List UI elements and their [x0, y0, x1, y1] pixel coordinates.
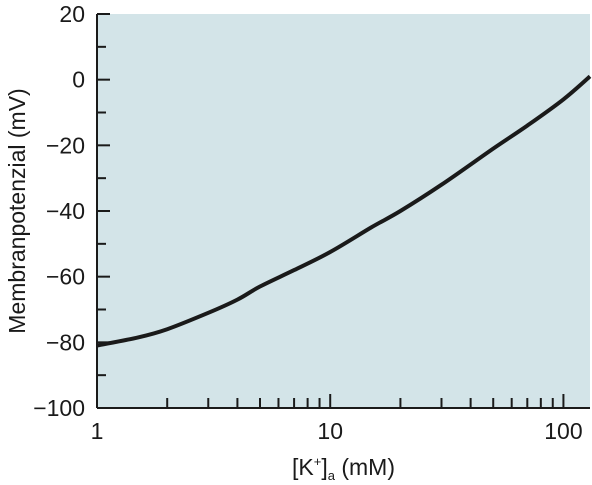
x-tick-label: 1	[91, 418, 104, 444]
x-axis-title: [K+]a (mM)	[292, 454, 395, 483]
y-tick-label: −20	[46, 132, 85, 158]
plot-area	[97, 14, 590, 408]
series-line	[96, 74, 592, 348]
x-axis: 1 10 100	[91, 394, 590, 444]
x-tick-label: 100	[544, 418, 582, 444]
x-tick-label: 10	[317, 418, 343, 444]
y-tick-label: −100	[33, 395, 85, 421]
y-tick-label: 0	[72, 67, 85, 93]
y-axis-title: Membranpotenzial (mV)	[4, 88, 30, 333]
y-tick-label: −40	[46, 198, 85, 224]
y-tick-label: −80	[46, 329, 85, 355]
y-axis: 20 0 −20 −40 −60 −80 −100	[33, 1, 110, 421]
y-tick-label: 20	[59, 1, 85, 27]
y-tick-label: −60	[46, 264, 85, 290]
